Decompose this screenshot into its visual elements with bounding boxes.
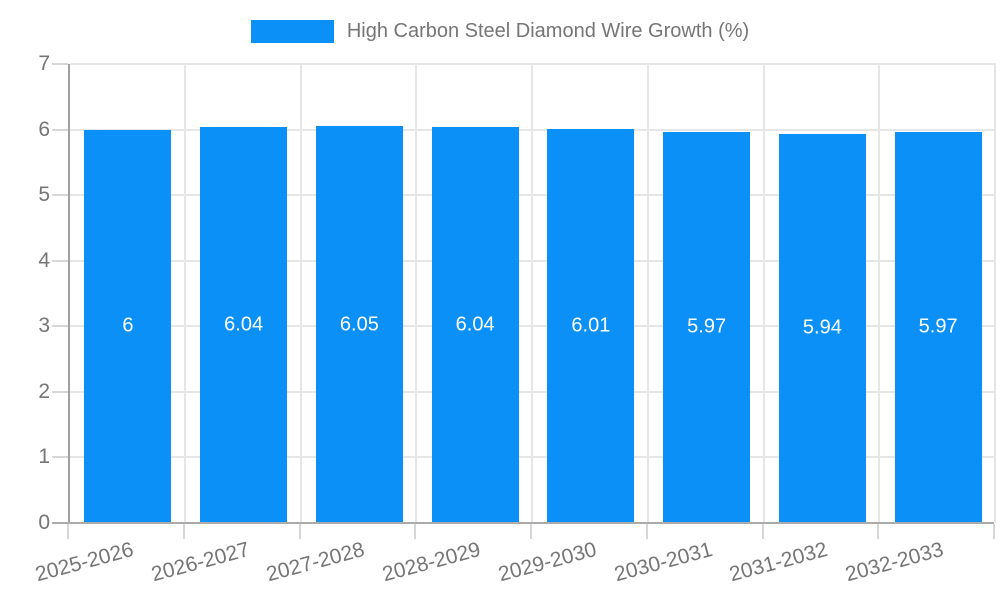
grid-line-vertical xyxy=(762,64,765,523)
bar-value-label: 5.94 xyxy=(802,316,842,339)
bar-value-label: 5.97 xyxy=(918,315,958,338)
x-axis-tick xyxy=(530,524,532,539)
bar[interactable]: 5.97 xyxy=(894,131,982,523)
x-axis-tick xyxy=(67,524,69,539)
x-axis-tick xyxy=(414,524,417,539)
y-axis-tick xyxy=(52,259,68,262)
grid-line-vertical xyxy=(994,64,996,523)
grid-line-vertical xyxy=(415,64,418,523)
grid-line-horizontal xyxy=(70,325,996,328)
grid-line-vertical xyxy=(646,64,649,523)
grid-line-horizontal xyxy=(70,194,996,197)
bar[interactable]: 5.97 xyxy=(663,131,751,523)
bar-value-label: 6.04 xyxy=(224,313,264,336)
x-axis-tick xyxy=(182,524,185,539)
bar-value-label: 6 xyxy=(122,314,134,337)
x-axis-line xyxy=(52,522,994,524)
x-axis-tick xyxy=(761,524,764,539)
x-axis-tick xyxy=(877,524,880,539)
grid-line-horizontal xyxy=(70,456,996,459)
y-axis-tick-label: 4 xyxy=(38,248,50,272)
y-axis-tick-label: 3 xyxy=(38,314,50,338)
x-axis-tick xyxy=(993,524,995,539)
grid-line-horizontal xyxy=(70,259,996,262)
legend-label: High Carbon Steel Diamond Wire Growth (%… xyxy=(346,20,750,42)
grid-line-horizontal xyxy=(70,390,996,393)
grid-line-horizontal xyxy=(70,63,996,65)
grid-line-vertical xyxy=(878,64,881,523)
grid-line-vertical xyxy=(299,64,302,523)
y-axis-tick xyxy=(52,128,68,131)
y-axis-tick-label: 2 xyxy=(38,379,50,403)
y-axis-tick-label: 6 xyxy=(38,117,50,141)
bar-value-label: 6.01 xyxy=(571,314,611,337)
bar-value-label: 6.04 xyxy=(455,313,495,336)
y-axis-tick-label: 5 xyxy=(38,183,50,207)
y-axis-tick xyxy=(52,194,68,197)
y-axis-tick xyxy=(52,390,68,393)
bar-value-label: 6.05 xyxy=(339,313,379,336)
x-axis-tick xyxy=(645,524,648,539)
grid-line-horizontal xyxy=(70,128,996,131)
bar[interactable]: 6.05 xyxy=(315,126,403,523)
plot-area: 6 6.04 6.05 6.04 6.01 5.97 5.94 5.97 xyxy=(68,63,996,523)
legend-swatch xyxy=(250,20,334,43)
bar[interactable]: 6 xyxy=(84,129,172,523)
y-axis-tick-label: 7 xyxy=(38,52,50,75)
y-axis-tick xyxy=(52,325,68,328)
x-axis-tick xyxy=(298,524,301,539)
y-axis-tick xyxy=(52,63,68,65)
grid-line-vertical xyxy=(531,64,533,523)
legend[interactable]: High Carbon Steel Diamond Wire Growth (%… xyxy=(0,20,1000,43)
bar[interactable]: 6.04 xyxy=(200,126,288,523)
grid-line-vertical xyxy=(183,64,186,523)
y-axis-tick xyxy=(52,456,68,459)
bar[interactable]: 5.94 xyxy=(778,133,866,523)
bar-value-label: 5.97 xyxy=(687,315,727,338)
bar[interactable]: 6.04 xyxy=(431,126,519,523)
y-axis-tick-label: 0 xyxy=(38,511,50,534)
bar[interactable]: 6.01 xyxy=(547,128,635,523)
y-axis-tick-label: 1 xyxy=(38,445,50,469)
